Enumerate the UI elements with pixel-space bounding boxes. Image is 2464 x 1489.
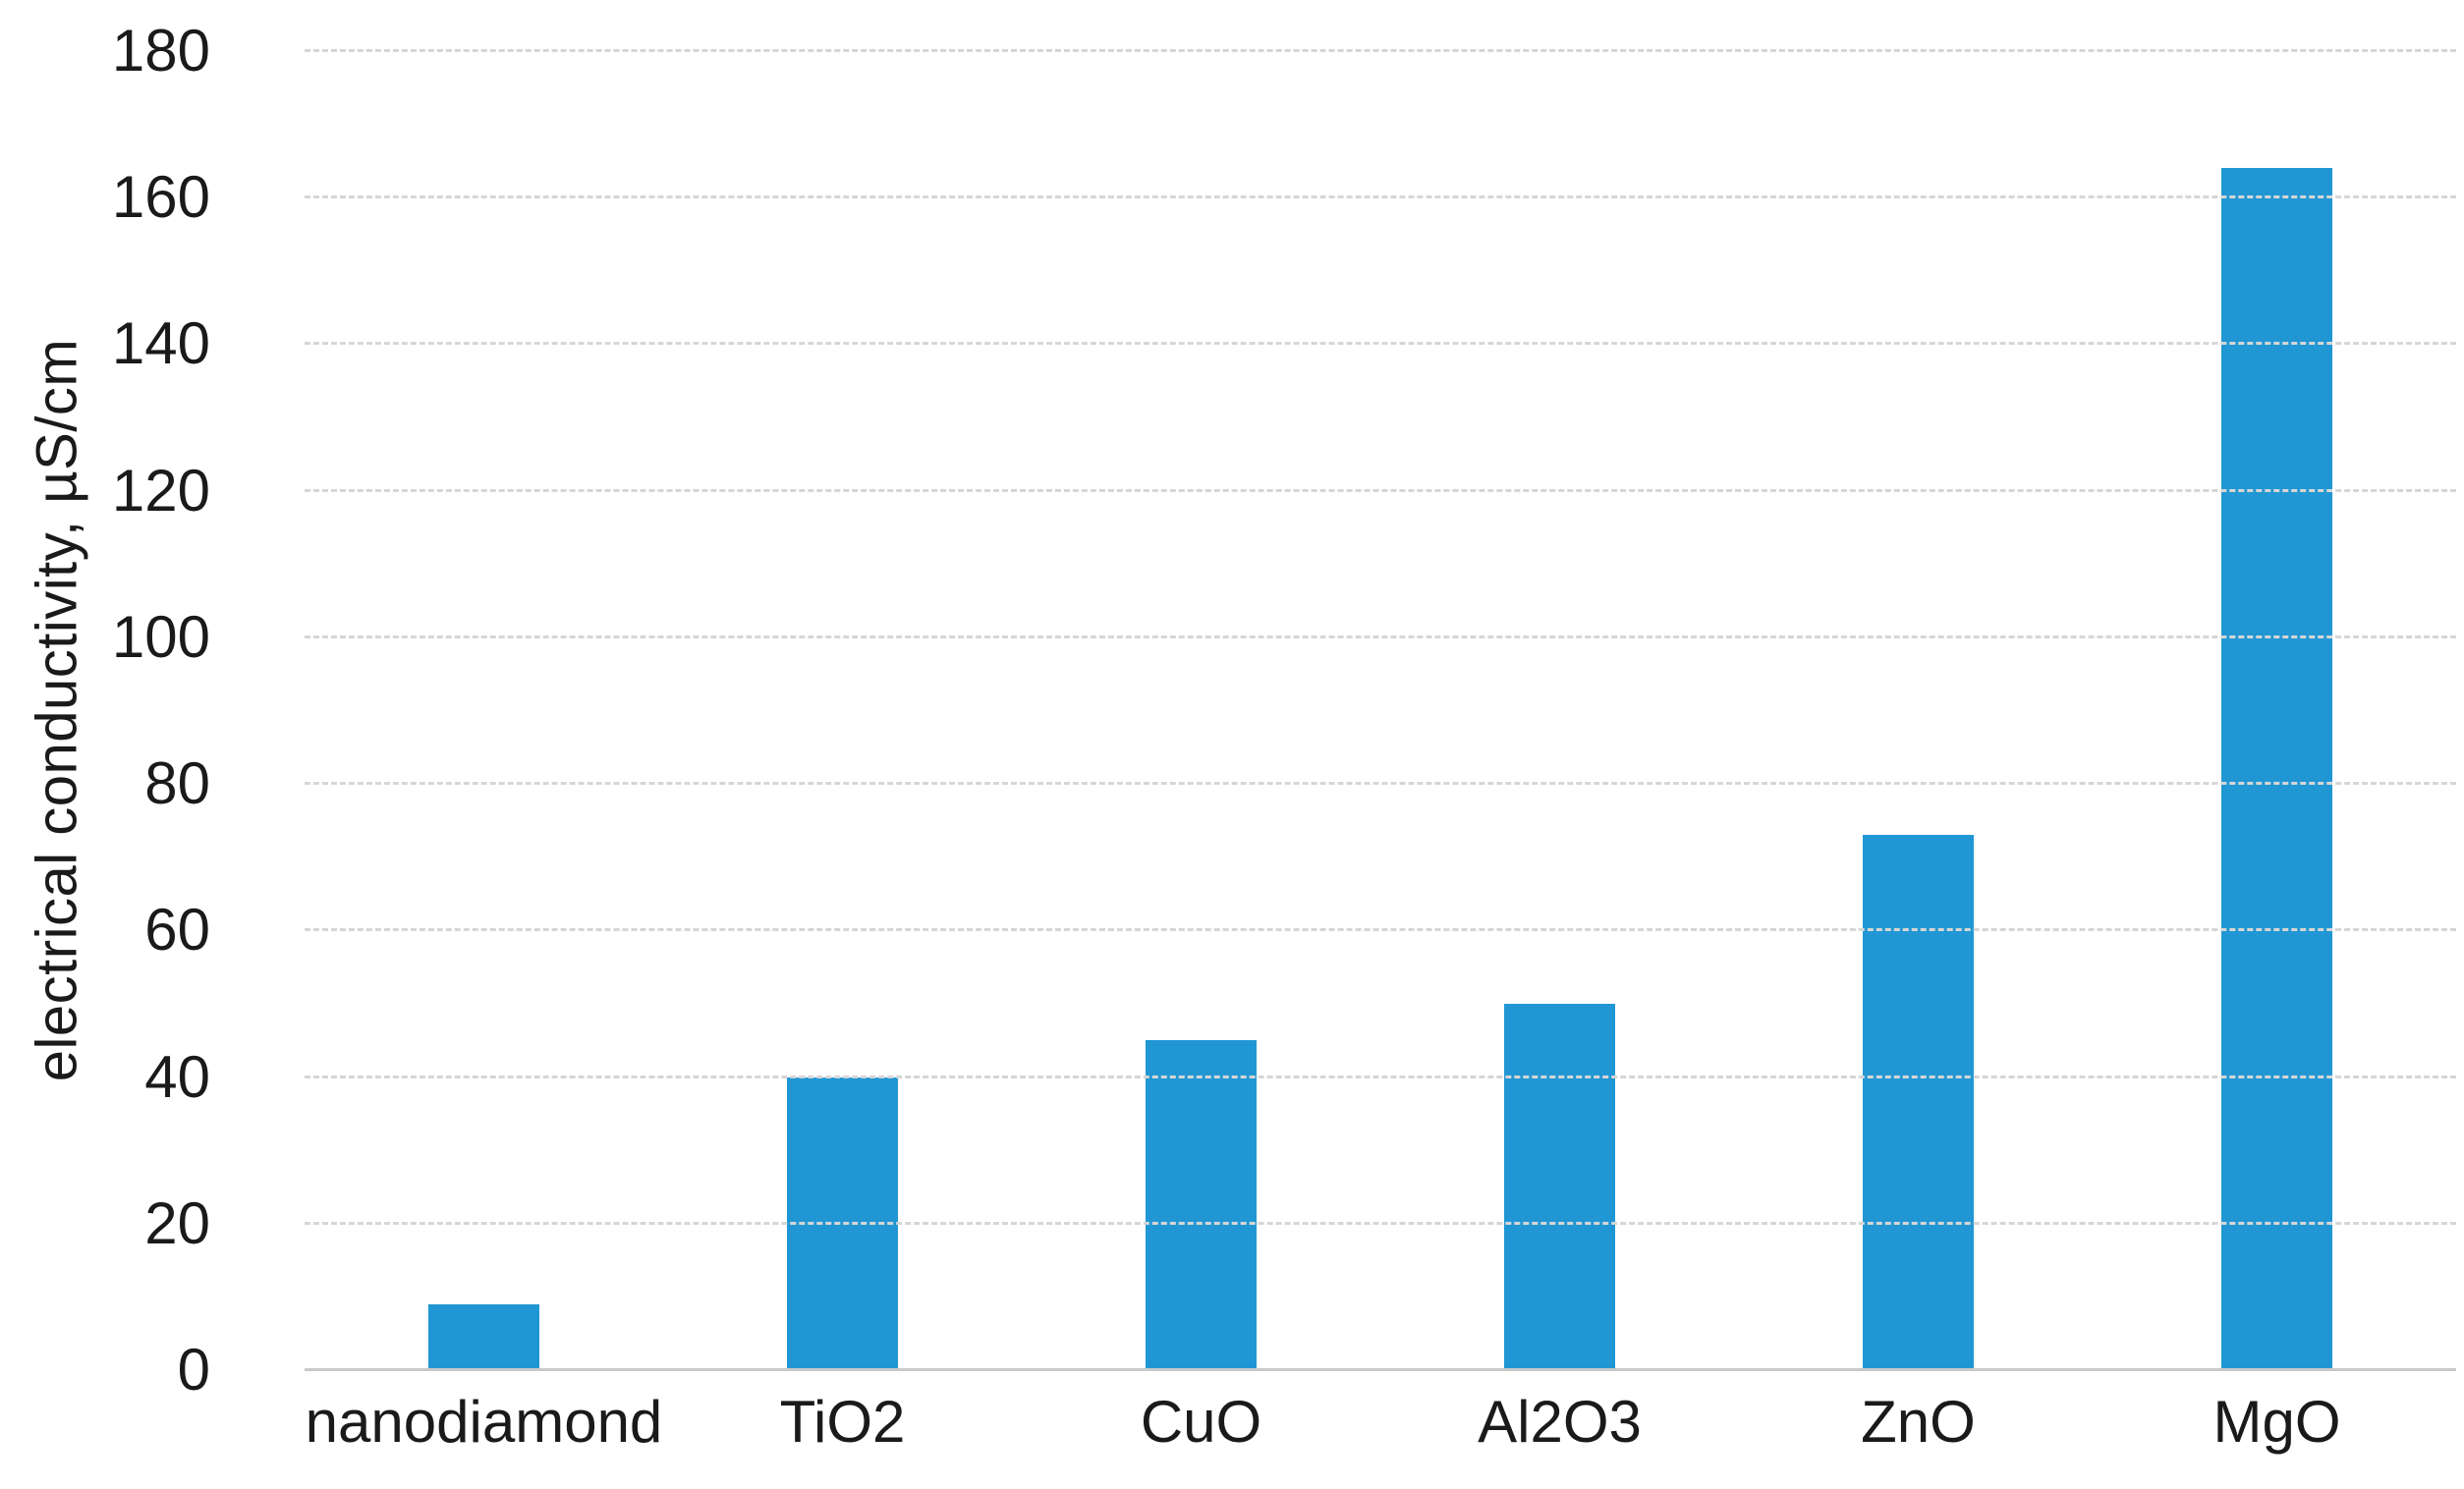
gridline-20 bbox=[305, 1221, 2456, 1225]
gridline-60 bbox=[305, 928, 2456, 932]
bar-slot-ZnO bbox=[1739, 51, 2098, 1370]
y-tick-label-60: 60 bbox=[144, 897, 210, 964]
gridline-0 bbox=[305, 1368, 2456, 1371]
x-label-Al2O3: Al2O3 bbox=[1478, 1389, 1642, 1455]
x-label-CuO: CuO bbox=[1140, 1389, 1262, 1455]
y-tick-label-160: 160 bbox=[111, 164, 210, 231]
bars-container bbox=[305, 51, 2456, 1370]
y-axis: 0 20 40 60 80 100 120 140 160 180 bbox=[0, 22, 257, 1400]
y-tick-label-20: 20 bbox=[144, 1189, 210, 1256]
x-label-ZnO: ZnO bbox=[1861, 1389, 1976, 1455]
bar-slot-CuO bbox=[1022, 51, 1380, 1370]
bar-slot-nanodiamond bbox=[305, 51, 663, 1370]
bar-CuO bbox=[1146, 1040, 1257, 1370]
bar-slot-MgO bbox=[2098, 51, 2456, 1370]
y-tick-label-140: 140 bbox=[111, 310, 210, 377]
gridline-140 bbox=[305, 342, 2456, 346]
y-tick-label-40: 40 bbox=[144, 1043, 210, 1110]
y-tick-label-100: 100 bbox=[111, 603, 210, 670]
bar-slot-TiO2 bbox=[663, 51, 1022, 1370]
gridline-120 bbox=[305, 488, 2456, 492]
gridline-100 bbox=[305, 634, 2456, 638]
plot-area bbox=[305, 49, 2456, 1371]
y-tick-label-120: 120 bbox=[111, 457, 210, 524]
gridline-180 bbox=[305, 49, 2456, 52]
gridline-40 bbox=[305, 1075, 2456, 1078]
y-tick-label-80: 80 bbox=[144, 750, 210, 817]
y-tick-label-0: 0 bbox=[177, 1337, 210, 1403]
gridline-160 bbox=[305, 195, 2456, 199]
gridline-80 bbox=[305, 782, 2456, 786]
bar-ZnO bbox=[1863, 835, 1974, 1370]
x-label-nanodiamond: nanodiamond bbox=[305, 1389, 663, 1455]
bar-slot-Al2O3 bbox=[1380, 51, 1739, 1370]
bar-MgO bbox=[2221, 168, 2332, 1370]
bar-Al2O3 bbox=[1504, 1003, 1615, 1370]
bar-nanodiamond bbox=[428, 1303, 539, 1370]
x-label-MgO: MgO bbox=[2212, 1389, 2341, 1455]
y-tick-label-180: 180 bbox=[111, 18, 210, 83]
x-axis-labels: nanodiamond TiO2 CuO Al2O3 ZnO MgO bbox=[305, 1393, 2456, 1452]
x-label-TiO2: TiO2 bbox=[779, 1389, 906, 1455]
